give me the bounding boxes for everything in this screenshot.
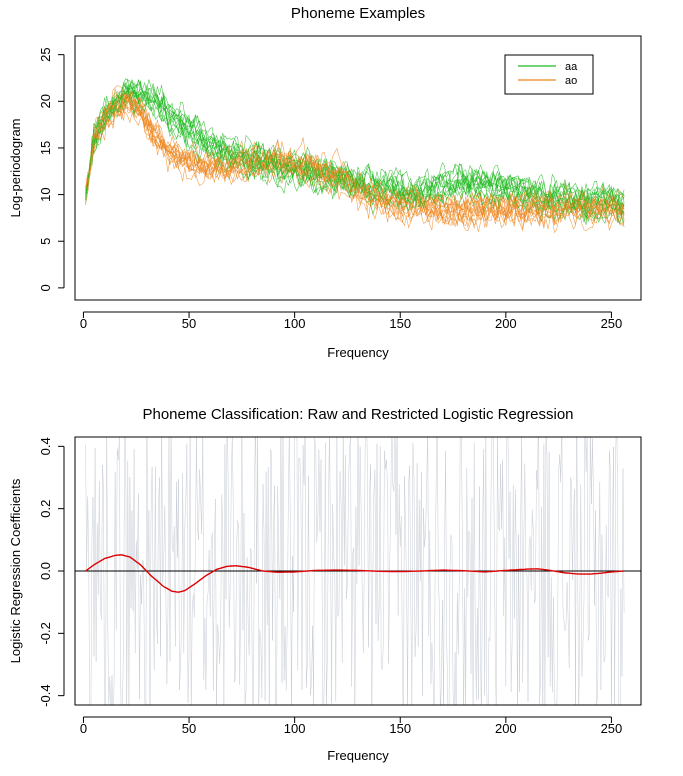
legend-label-ao: ao	[565, 75, 577, 87]
y-tick-label: 20	[38, 94, 53, 108]
bottom-plot-area	[75, 437, 641, 705]
y-tick-label: 15	[38, 141, 53, 155]
series-ao-curve	[85, 96, 625, 225]
x-tick-label: 250	[601, 721, 623, 736]
bottom-panel: Phoneme Classification: Raw and Restrict…	[8, 406, 642, 763]
top-plot-frame	[74, 35, 642, 301]
legend-label-aa: aa	[565, 61, 578, 73]
top-y-axis: 0 5 10 15 20 25	[38, 47, 65, 291]
series-ao-curve	[85, 91, 625, 228]
y-tick-label: 25	[38, 47, 53, 61]
x-tick-label: 0	[80, 316, 87, 331]
x-tick-label: 100	[284, 721, 306, 736]
x-tick-label: 0	[80, 721, 87, 736]
top-y-axis-label: Log-periodogram	[8, 118, 23, 217]
series-aa-curve	[85, 85, 625, 212]
y-tick-label: 5	[38, 238, 53, 245]
y-tick-label: -0.2	[38, 622, 53, 644]
x-tick-label: 150	[389, 721, 411, 736]
x-tick-label: 150	[389, 316, 411, 331]
series-ao-curve	[85, 100, 625, 232]
y-tick-label: 10	[38, 187, 53, 201]
bottom-x-axis-label: Frequency	[327, 748, 389, 763]
x-tick-label: 200	[495, 721, 517, 736]
y-tick-label: 0	[38, 284, 53, 291]
raw-coefficients-line	[85, 437, 625, 705]
y-tick-label: 0.2	[38, 500, 53, 518]
x-tick-label: 100	[284, 316, 306, 331]
series-aa-curve	[85, 90, 625, 223]
x-tick-label: 250	[601, 316, 623, 331]
restricted-coefficients-line	[85, 554, 625, 593]
top-x-axis: 0 50 100 150 200 250	[80, 311, 623, 331]
bottom-chart-title: Phoneme Classification: Raw and Restrict…	[142, 406, 573, 423]
series-ao-curve	[85, 91, 625, 226]
legend: aa ao	[504, 54, 594, 95]
top-chart-title: Phoneme Examples	[291, 5, 425, 22]
top-plot-area	[85, 78, 625, 234]
x-tick-label: 50	[182, 316, 196, 331]
bottom-y-axis: -0.4 -0.2 0.0 0.2 0.4	[38, 437, 65, 707]
top-x-axis-label: Frequency	[327, 345, 389, 360]
x-tick-label: 200	[495, 316, 517, 331]
bottom-y-axis-label: Logistic Regression Coefficients	[8, 478, 23, 663]
y-tick-label: -0.4	[38, 684, 53, 706]
bottom-plot-frame	[74, 436, 642, 706]
top-panel: Phoneme Examples 0 50 100 150 200 250 0 5 10 15 2…	[8, 5, 642, 360]
y-tick-label: 0.0	[38, 562, 53, 580]
bottom-x-axis: 0 50 100 150 200 250	[80, 716, 623, 736]
legend-box	[504, 54, 594, 95]
x-tick-label: 50	[182, 721, 196, 736]
series-aa-curve	[85, 79, 625, 215]
y-tick-label: 0.4	[38, 437, 53, 455]
